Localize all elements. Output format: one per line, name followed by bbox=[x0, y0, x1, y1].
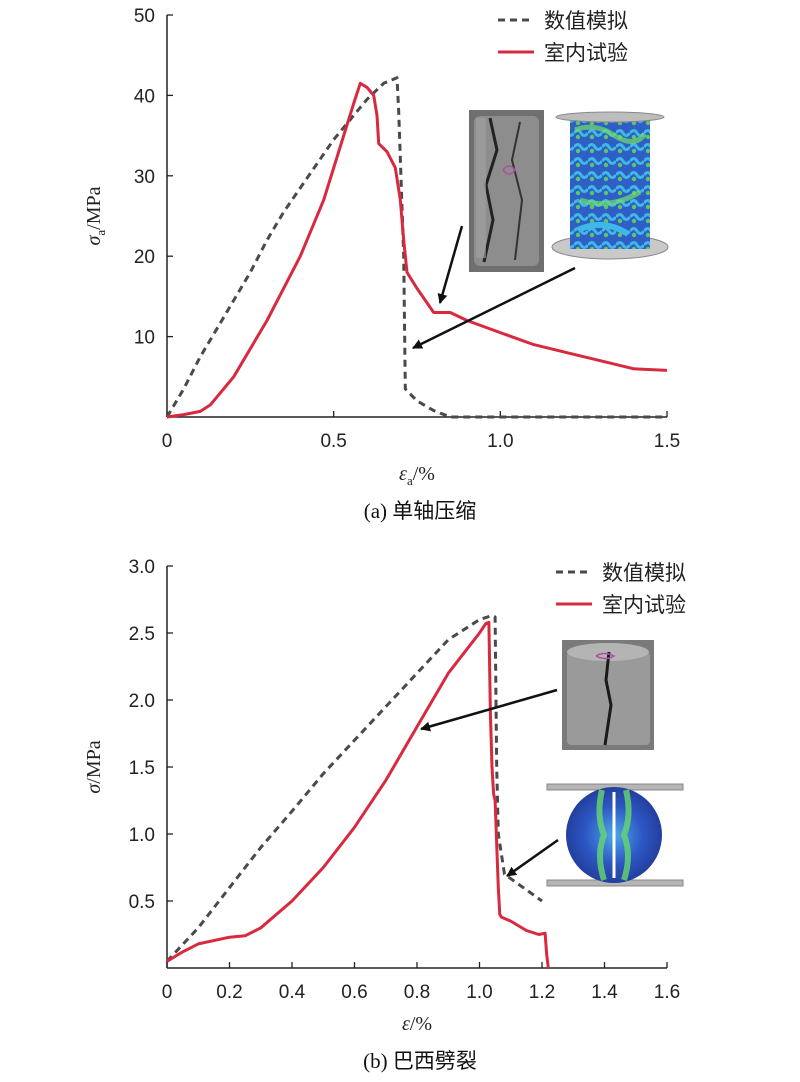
y-axis-label: σa/MPa bbox=[83, 186, 108, 245]
y-tick-label: 2.5 bbox=[129, 624, 155, 645]
inset-a-model bbox=[551, 111, 669, 260]
arrow-a-photo bbox=[437, 225, 464, 304]
y-tick-label: 50 bbox=[134, 6, 155, 27]
x-tick-label: 0.4 bbox=[279, 982, 306, 1003]
x-axis-label: ε/% bbox=[402, 1013, 432, 1035]
chart-brazilian-splitting: 0 0.2 0.4 0.6 0.8 1.0 1.2 1.4 1.6 0.5 1.0 1.5 2.0 2.5… bbox=[83, 557, 686, 1073]
arrow-b-model bbox=[506, 838, 559, 878]
y-tick-label: 3.0 bbox=[129, 557, 155, 578]
y-tick-label: 30 bbox=[134, 167, 155, 188]
inset-a-photo bbox=[469, 110, 544, 272]
x-tick-label: 1.5 bbox=[654, 431, 680, 452]
y-tick-label: 10 bbox=[134, 328, 155, 349]
x-tick-label: 0.6 bbox=[341, 982, 367, 1003]
x-tick-label: 1.6 bbox=[654, 982, 680, 1003]
x-tick-label: 1.2 bbox=[529, 982, 555, 1003]
inset-b-photo bbox=[562, 640, 654, 750]
series-line-simulation bbox=[165, 76, 667, 419]
inset-b-model bbox=[546, 783, 684, 887]
chart-caption: (b) 巴西劈裂 bbox=[363, 1049, 477, 1073]
x-tick-label: 0 bbox=[162, 982, 173, 1003]
legend-label: 室内试验 bbox=[544, 41, 628, 65]
x-tick-label: 0.8 bbox=[404, 982, 430, 1003]
chart-caption: (a) 单轴压缩 bbox=[364, 499, 477, 523]
y-tick-label: 1.5 bbox=[129, 758, 155, 779]
arrow-a-model bbox=[412, 266, 576, 350]
legend-label: 数值模拟 bbox=[602, 561, 686, 585]
y-tick-label: 20 bbox=[134, 247, 155, 268]
series-line-experiment bbox=[166, 620, 550, 969]
y-tick-label: 2.0 bbox=[129, 691, 155, 712]
y-tick-label: 0.5 bbox=[129, 892, 155, 913]
series-line-simulation bbox=[165, 614, 543, 963]
series-line-experiment bbox=[166, 81, 668, 419]
y-tick-label: 1.0 bbox=[129, 825, 155, 846]
x-tick-label: 1.0 bbox=[487, 431, 513, 452]
legend-label: 室内试验 bbox=[602, 593, 686, 617]
legend-label: 数值模拟 bbox=[544, 9, 628, 33]
x-tick-label: 0.5 bbox=[320, 431, 346, 452]
arrow-b-photo bbox=[420, 688, 558, 732]
x-tick-label: 0.2 bbox=[216, 982, 242, 1003]
x-tick-label: 1.4 bbox=[591, 982, 618, 1003]
annotation-arrows bbox=[412, 225, 576, 878]
x-tick-label: 1.0 bbox=[466, 982, 492, 1003]
x-axis-label: εa/% bbox=[399, 463, 435, 488]
y-tick-label: 40 bbox=[134, 86, 155, 107]
x-tick-label: 0 bbox=[162, 431, 173, 452]
y-axis-label: σ/MPa bbox=[83, 740, 105, 793]
